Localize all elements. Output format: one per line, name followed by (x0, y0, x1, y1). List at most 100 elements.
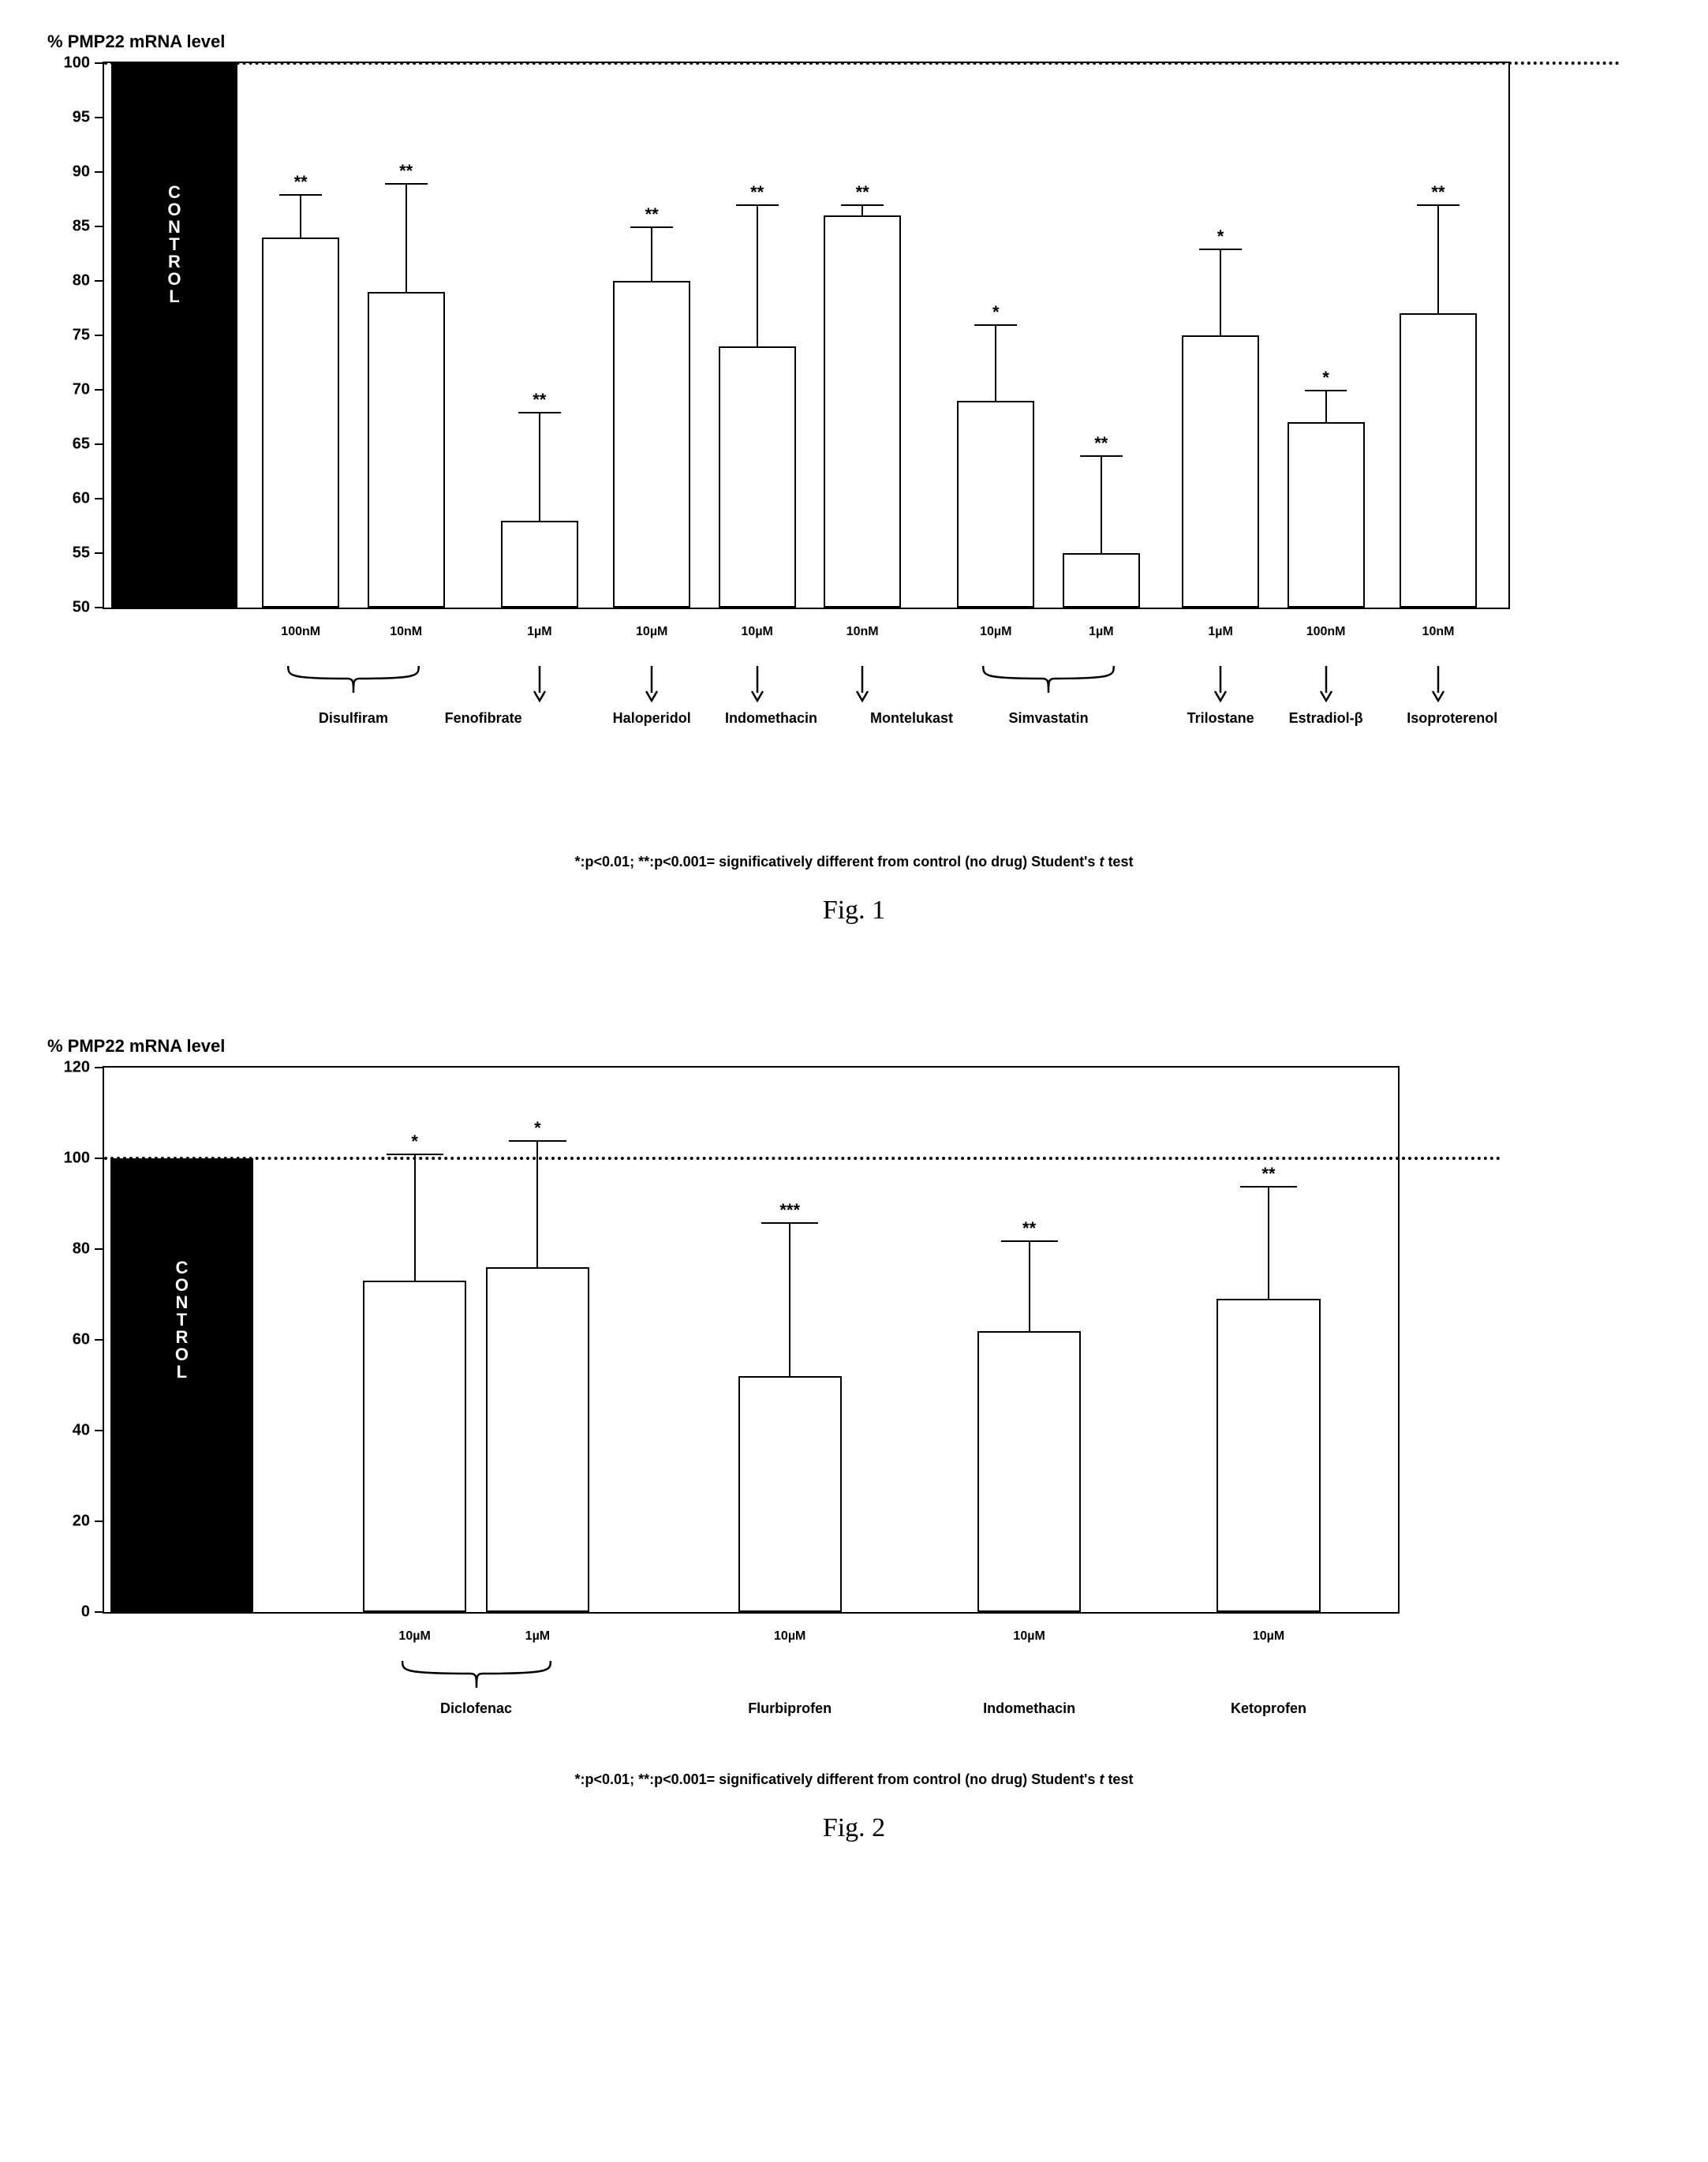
error-bar (1101, 457, 1102, 555)
drug-label: Haloperidol (613, 710, 691, 727)
data-bar: * (1288, 422, 1365, 608)
group-arrow (750, 664, 764, 706)
group-arrow (1319, 664, 1333, 706)
significance-marker: ** (1022, 1218, 1036, 1239)
control-bar: CONTROL (111, 63, 237, 608)
error-bar (789, 1224, 790, 1378)
figure-1: % PMP22 mRNA level 505560657075808590951… (47, 32, 1661, 926)
error-cap (841, 204, 884, 206)
y-tick-label: 60 (73, 1331, 104, 1349)
drug-label: Estradiol-β (1289, 710, 1363, 727)
group-brace (285, 664, 422, 700)
significance-marker: * (411, 1131, 418, 1152)
y-tick-label: 85 (73, 218, 104, 236)
data-bar: *** (738, 1376, 842, 1612)
drug-label: Indomethacin (725, 710, 817, 727)
error-cap (1080, 455, 1123, 457)
concentration-label: 100nM (281, 625, 320, 639)
significance-marker: * (1217, 226, 1224, 247)
y-tick-label: 70 (73, 381, 104, 399)
drug-label: Montelukast (870, 710, 953, 727)
significance-marker: ** (856, 182, 869, 203)
concentration-label: 1µM (527, 625, 551, 639)
data-bar: ** (719, 346, 796, 608)
significance-marker: * (1322, 368, 1329, 388)
drug-label: Diclofenac (440, 1700, 512, 1717)
drug-label: Trilostane (1187, 710, 1254, 727)
data-bar: * (1182, 335, 1259, 608)
significance-marker: * (992, 302, 1000, 323)
significance-marker: * (534, 1118, 541, 1139)
error-bar (861, 206, 863, 217)
error-cap (1305, 390, 1347, 391)
significance-marker: ** (645, 204, 659, 225)
significance-marker: ** (1261, 1164, 1275, 1184)
significance-marker: ** (294, 172, 308, 193)
error-bar (1029, 1242, 1030, 1333)
concentration-label: 10nM (390, 625, 422, 639)
data-bar: ** (1063, 553, 1140, 608)
error-bar (1220, 250, 1221, 337)
data-bar: ** (824, 215, 901, 608)
data-bar: * (486, 1267, 589, 1612)
error-bar (757, 206, 758, 347)
data-bar: ** (262, 238, 339, 608)
error-bar (1268, 1188, 1269, 1301)
y-tick-label: 100 (64, 1150, 104, 1168)
group-brace (399, 1659, 554, 1695)
error-cap (1001, 1240, 1058, 1242)
concentration-label: 10µM (742, 625, 773, 639)
error-bar (1325, 391, 1327, 424)
fig2-y-title: % PMP22 mRNA level (47, 1036, 1661, 1057)
y-tick-label: 40 (73, 1422, 104, 1440)
error-cap (630, 226, 673, 228)
group-arrow (533, 664, 547, 706)
error-bar (1437, 206, 1439, 315)
control-label: CONTROL (112, 1259, 251, 1381)
error-bar (536, 1142, 538, 1269)
fig1-y-title: % PMP22 mRNA level (47, 32, 1661, 52)
data-bar: ** (613, 281, 690, 608)
control-label: CONTROL (113, 184, 236, 305)
data-bar: ** (977, 1331, 1081, 1613)
y-tick-label: 20 (73, 1513, 104, 1531)
fig2-footnote: *:p<0.01; **:p<0.001= significatively di… (47, 1771, 1661, 1788)
error-cap (761, 1222, 818, 1224)
y-tick-label: 100 (64, 54, 104, 73)
data-bar: ** (1217, 1299, 1320, 1612)
group-arrow (855, 664, 869, 706)
fig2-plot-frame: 020406080100120CONTROL*10µM*1µM***10µM**… (103, 1066, 1400, 1614)
control-bar: CONTROL (110, 1158, 252, 1612)
significance-marker: ** (750, 182, 764, 203)
y-tick-label: 90 (73, 163, 104, 181)
concentration-label: 100nM (1306, 625, 1346, 639)
concentration-label: 10nM (847, 625, 879, 639)
error-bar (406, 185, 407, 294)
error-cap (974, 324, 1017, 326)
concentration-label: 10µM (774, 1629, 805, 1644)
concentration-label: 1µM (1208, 625, 1232, 639)
significance-marker: ** (1431, 182, 1445, 203)
drug-label: Disulfiram (319, 710, 388, 727)
y-tick-label: 95 (73, 109, 104, 127)
group-arrow (645, 664, 659, 706)
drug-label: Indomethacin (983, 1700, 1075, 1717)
fig1-footnote: *:p<0.01; **:p<0.001= significatively di… (47, 854, 1661, 870)
concentration-label: 10nM (1422, 625, 1455, 639)
fig1-plot-frame: 50556065707580859095100CONTROL**100nM**1… (103, 62, 1510, 609)
fig2-caption: Fig. 2 (47, 1813, 1661, 1843)
y-tick-label: 50 (73, 599, 104, 617)
fig1-caption: Fig. 1 (47, 896, 1661, 926)
drug-label: Ketoprofen (1231, 1700, 1306, 1717)
data-bar: * (957, 401, 1034, 608)
concentration-label: 10µM (636, 625, 667, 639)
y-tick-label: 65 (73, 436, 104, 454)
significance-marker: ** (533, 390, 546, 410)
y-tick-label: 75 (73, 327, 104, 345)
error-cap (518, 412, 561, 413)
error-bar (300, 196, 301, 239)
error-cap (509, 1140, 566, 1142)
concentration-label: 1µM (525, 1629, 550, 1644)
error-cap (1240, 1186, 1297, 1188)
drug-label: Flurbiprofen (748, 1700, 832, 1717)
